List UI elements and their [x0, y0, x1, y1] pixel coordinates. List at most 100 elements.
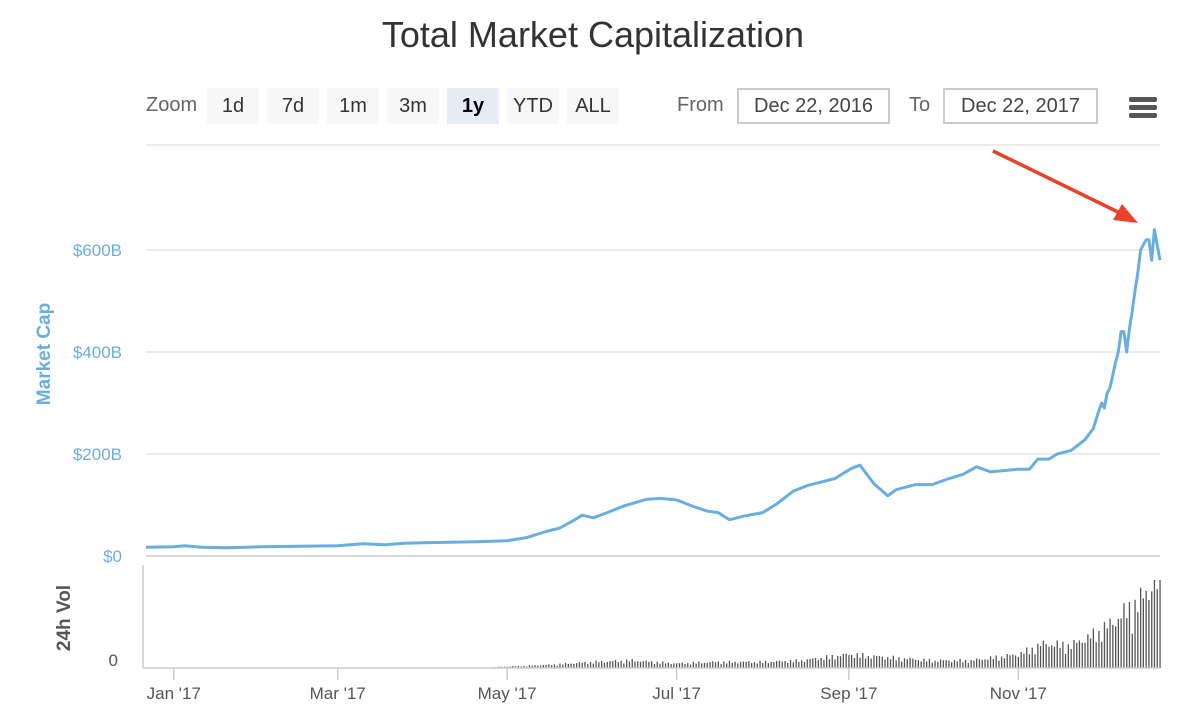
volume-bar: [906, 659, 908, 668]
volume-bar: [1101, 641, 1103, 668]
volume-bar: [739, 661, 742, 668]
volume-bar: [656, 661, 658, 668]
volume-bar: [606, 661, 608, 668]
red-arrow-icon: [992, 149, 1138, 223]
volume-bar: [1059, 647, 1061, 668]
volume-bar: [939, 659, 942, 668]
volume-bar: [989, 656, 992, 668]
y-tick-label: $400B: [73, 343, 122, 362]
volume-bar: [1156, 589, 1158, 668]
volume-bar: [592, 663, 594, 668]
volume-bar: [887, 657, 889, 668]
volume-bar: [831, 655, 833, 668]
volume-bar: [1120, 618, 1122, 668]
volume-bar: [617, 662, 619, 668]
zoom-1m-button[interactable]: 1m: [327, 88, 379, 124]
volume-bar: [1112, 624, 1114, 668]
volume-bar: [701, 663, 703, 668]
volume-bar: [928, 658, 931, 668]
volume-bar: [548, 664, 550, 668]
volume-bar: [992, 659, 994, 668]
volume-bar: [820, 657, 822, 668]
volume-bar: [798, 662, 800, 668]
volume-bar: [759, 660, 761, 668]
volume-bar: [1134, 599, 1136, 668]
volume-bar: [687, 663, 689, 668]
volume-bar: [1098, 630, 1100, 668]
volume-bar: [1159, 580, 1161, 668]
volume-bar: [839, 656, 842, 668]
volume-bar: [1153, 580, 1156, 668]
volume-bar: [1076, 642, 1078, 668]
volume-bar: [781, 661, 783, 668]
volume-bar: [514, 666, 517, 668]
volume-bar: [712, 661, 714, 668]
volume-bar: [1081, 642, 1083, 668]
volume-bar: [862, 653, 864, 668]
volume-bar: [1014, 655, 1017, 668]
volume-bar: [995, 655, 997, 668]
volume-bar: [1062, 641, 1064, 668]
zoom-all-button[interactable]: ALL: [567, 88, 619, 124]
volume-bar: [1023, 653, 1025, 668]
volume-bar: [723, 661, 725, 668]
volume-bar: [770, 661, 772, 668]
volume-bar: [570, 663, 572, 668]
volume-bar: [745, 661, 747, 668]
zoom-7d-button[interactable]: 7d: [267, 88, 319, 124]
volume-bar: [948, 660, 950, 668]
y-axis-label-market-cap: Market Cap: [34, 303, 55, 405]
volume-bar: [1123, 603, 1125, 668]
volume-bar: [1126, 618, 1128, 668]
volume-bar: [987, 659, 989, 668]
volume-bar: [1006, 654, 1008, 668]
x-tick-label: Mar '17: [310, 684, 366, 703]
volume-bar: [778, 660, 781, 668]
volume-bar: [684, 664, 686, 668]
volume-bar: [1103, 622, 1106, 668]
volume-bar: [742, 661, 744, 668]
volume-bar: [601, 661, 603, 668]
volume-bar: [626, 659, 628, 668]
volume-bar: [1142, 598, 1144, 668]
zoom-1y-button[interactable]: 1y: [447, 88, 499, 124]
volume-bar: [1128, 602, 1131, 668]
zoom-ytd-button[interactable]: YTD: [507, 88, 559, 124]
volume-bar: [889, 659, 892, 668]
volume-bar: [1042, 640, 1044, 668]
zoom-1d-button[interactable]: 1d: [207, 88, 259, 124]
volume-bar: [756, 663, 758, 668]
volume-bar: [726, 663, 728, 668]
volume-bar: [845, 653, 847, 668]
volume-bar: [1051, 645, 1053, 668]
zoom-3m-button[interactable]: 3m: [387, 88, 439, 124]
volume-bar: [1037, 643, 1039, 668]
volume-bar: [934, 660, 936, 668]
volume-bar: [567, 663, 569, 668]
volume-bar: [587, 664, 589, 668]
volume-bar: [812, 658, 814, 668]
volume-bar: [1087, 634, 1089, 668]
volume-bar: [912, 658, 914, 668]
volume-bar: [589, 662, 592, 668]
volume-bar: [914, 659, 917, 668]
volume-bar: [645, 660, 647, 668]
volume-bar: [814, 658, 817, 668]
to-date-input[interactable]: [943, 88, 1098, 124]
volume-bar: [803, 661, 806, 668]
volume-bar: [956, 661, 958, 668]
volume-bar: [1048, 646, 1050, 668]
volume-bar: [1034, 654, 1036, 668]
from-date-input[interactable]: [737, 88, 890, 124]
volume-bar: [534, 665, 536, 668]
volume-bar: [892, 655, 894, 668]
hamburger-menu-icon[interactable]: [1126, 94, 1160, 122]
volume-bar: [537, 665, 539, 668]
y-tick-label: $0: [103, 547, 122, 566]
volume-bar: [1089, 638, 1092, 668]
volume-bar: [676, 663, 678, 668]
volume-bar: [531, 665, 533, 668]
volume-bar: [1115, 626, 1117, 668]
volume-bar: [751, 663, 753, 668]
